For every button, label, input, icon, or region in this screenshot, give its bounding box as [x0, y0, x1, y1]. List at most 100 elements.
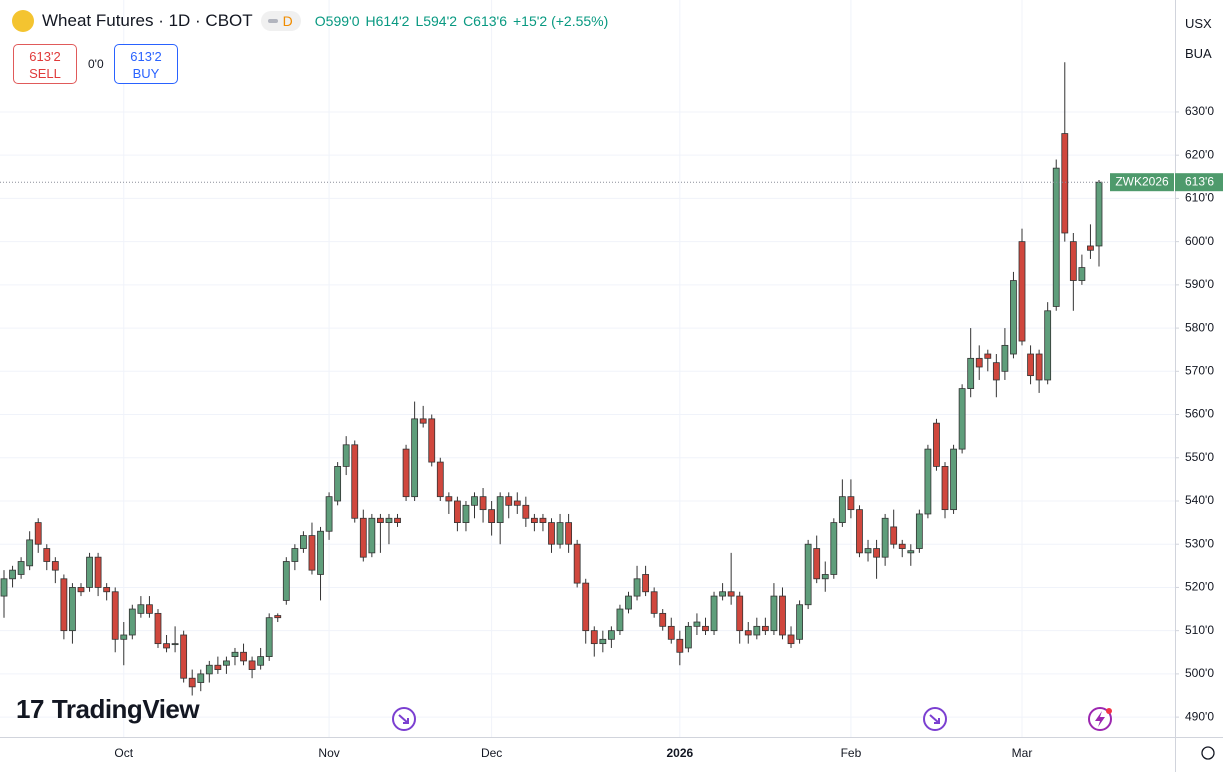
candle-body — [411, 418, 419, 498]
candle-body — [488, 509, 496, 524]
candle-body — [796, 604, 803, 640]
symbol-title[interactable]: Wheat Futures · 1D · CBOT — [42, 11, 253, 30]
candle-body — [505, 496, 513, 506]
candle-body — [51, 561, 59, 571]
candle-body — [351, 444, 359, 519]
candle-body — [368, 517, 376, 554]
candle-body — [43, 548, 51, 562]
candle-body — [9, 569, 16, 580]
candle-body — [163, 643, 170, 649]
candle-body — [1078, 267, 1086, 281]
candle-body — [590, 630, 598, 645]
x-tick-label: Nov — [318, 746, 339, 760]
candle-body — [334, 466, 342, 502]
candle-body — [915, 513, 923, 549]
candle-body — [616, 608, 624, 632]
settings-icon — [1201, 746, 1215, 760]
candle-body — [548, 522, 555, 545]
y-tick-label: 490'0 — [1185, 709, 1214, 723]
candle-body — [197, 673, 205, 683]
candle-body — [1069, 241, 1077, 281]
y-tick-label: 620'0 — [1185, 147, 1214, 161]
candle-body — [86, 556, 93, 588]
candle-body — [744, 630, 752, 636]
candle-body — [128, 608, 136, 636]
candle-body — [1052, 167, 1060, 307]
candle-body — [69, 587, 76, 632]
y-tick-label: 630'0 — [1185, 104, 1214, 118]
candle-body — [659, 612, 667, 627]
candle-body — [308, 535, 316, 571]
candle-body — [830, 522, 838, 575]
sell-button[interactable]: 613'2 SELL — [13, 44, 77, 84]
candle-body — [881, 517, 889, 558]
candle-body — [727, 591, 735, 597]
candle-body — [941, 466, 949, 511]
interval-badge[interactable]: D — [260, 11, 301, 31]
candle-body — [599, 638, 607, 645]
buy-button[interactable]: 613'2 BUY — [114, 44, 178, 84]
candle-body — [710, 595, 718, 632]
spread: 0'0 — [88, 57, 104, 71]
candle-body — [539, 517, 547, 523]
candle-body — [240, 651, 247, 662]
candle-body — [1018, 241, 1026, 342]
candle-body — [402, 448, 410, 498]
y-tick-label: 500'0 — [1185, 666, 1214, 680]
candle-body — [573, 543, 581, 584]
candle-body — [847, 496, 855, 511]
candle-body — [359, 517, 367, 558]
candle-body — [761, 625, 769, 632]
candle-body — [154, 612, 162, 645]
candle-body — [804, 543, 812, 606]
candle-body — [856, 509, 863, 554]
candle-body — [282, 561, 290, 601]
y-tick-label: 530'0 — [1185, 536, 1214, 550]
unit-of-measure[interactable]: BUA — [1185, 46, 1212, 61]
candle-body — [377, 517, 384, 523]
candle-body — [838, 496, 846, 524]
candle-body — [385, 517, 393, 523]
ohlc-close: C613'6 — [463, 13, 507, 29]
candle-body — [779, 595, 786, 636]
x-tick-label: Feb — [841, 746, 862, 760]
candle-body — [642, 574, 650, 593]
candle-body — [445, 496, 453, 502]
candle-body — [180, 634, 188, 679]
candle-body — [205, 664, 213, 675]
candle-body — [1035, 353, 1043, 381]
candle-body — [1095, 181, 1103, 247]
currency-unit[interactable]: USX — [1185, 16, 1212, 31]
candle-body — [436, 461, 444, 498]
watermark-icon: 17 — [16, 694, 44, 724]
candle-body — [736, 595, 744, 632]
candle-body — [188, 677, 196, 688]
candle-body — [248, 660, 256, 670]
candle-body — [787, 634, 795, 645]
x-tick-label: Dec — [481, 746, 502, 760]
candle-body — [975, 357, 983, 368]
candle-body — [1027, 353, 1034, 377]
ohlc-low: L594'2 — [415, 13, 458, 29]
candle-body — [821, 574, 829, 580]
ohlc-open: O599'0 — [314, 13, 360, 29]
candle-body — [933, 422, 940, 467]
candle-body — [967, 357, 975, 390]
candle-body — [770, 595, 778, 632]
candle-body — [300, 535, 307, 549]
candle-body — [317, 530, 324, 575]
candle-body — [257, 656, 265, 666]
event-dot — [1106, 708, 1112, 714]
candle-body — [702, 625, 709, 632]
candle-body — [479, 496, 487, 511]
candle-body — [513, 500, 521, 506]
candle-body — [137, 604, 145, 614]
candle-body — [103, 587, 111, 593]
ohlc-change: +15'2 (+2.55%) — [513, 13, 609, 29]
candle-body — [274, 615, 282, 619]
candle-body — [667, 625, 675, 640]
candle-body — [890, 526, 898, 545]
header: Wheat Futures · 1D · CBOT D O599'0 H614'… — [12, 10, 608, 32]
last-price-tag — [1175, 173, 1223, 192]
